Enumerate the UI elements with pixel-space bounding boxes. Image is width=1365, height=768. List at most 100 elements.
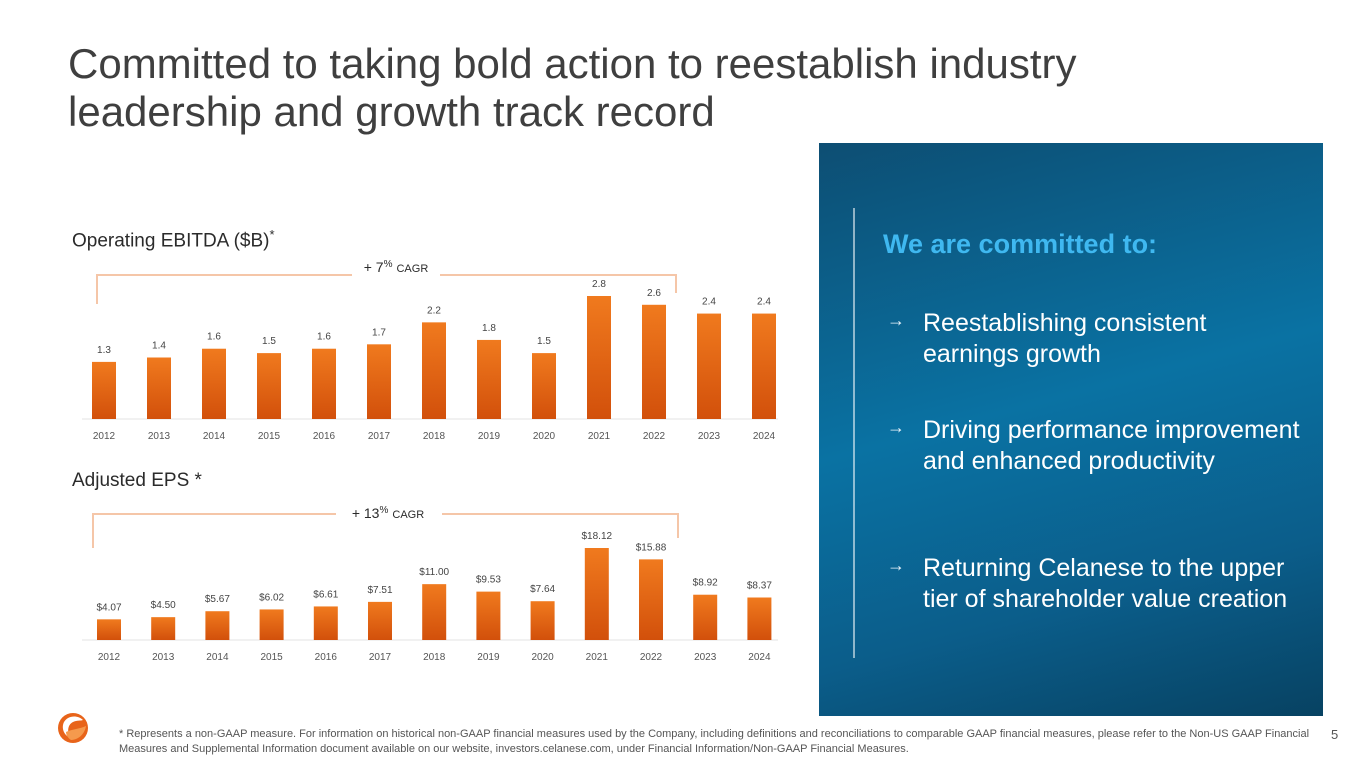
eps-tick-label-2015: 2015 xyxy=(260,652,283,663)
eps-tick-label-2023: 2023 xyxy=(694,652,717,663)
ebitda-bar-2022 xyxy=(642,304,666,419)
eps-tick-label-2012: 2012 xyxy=(98,652,121,663)
commitments-heading: We are committed to: xyxy=(883,229,1158,259)
eps-bar-2017 xyxy=(368,601,392,640)
arrow-right-icon: → xyxy=(887,417,905,437)
arrow-right-icon: → xyxy=(887,310,905,330)
eps-tick-label-2018: 2018 xyxy=(423,652,446,663)
eps-value-label-2016: $6.61 xyxy=(313,589,338,600)
ebitda-tick-label-2021: 2021 xyxy=(588,431,611,442)
page-title-line-2: leadership and growth track record xyxy=(68,88,715,135)
footnote: * Represents a non-GAAP measure. For inf… xyxy=(119,728,1310,755)
ebitda-value-label-2019: 1.8 xyxy=(482,323,496,334)
ebitda-cagr-suffix: CAGR xyxy=(396,263,428,275)
ebitda-value-label-2012: 1.3 xyxy=(97,345,111,356)
eps-bar-2023 xyxy=(693,594,718,640)
ebitda-value-label-2018: 2.2 xyxy=(427,305,441,316)
eps-value-label-2020: $7.64 xyxy=(530,584,555,595)
ebitda-bar-2017 xyxy=(367,344,391,419)
eps-bar-chart: + 13% CAGR $4.07 $4.50 $5.67 $6.02 $6.61 $7.51… xyxy=(82,505,778,663)
ebitda-tick-label-2012: 2012 xyxy=(93,431,116,442)
ebitda-value-label-2014: 1.6 xyxy=(207,332,221,343)
ebitda-tick-label-2020: 2020 xyxy=(533,431,556,442)
eps-bar-2018 xyxy=(422,584,447,640)
ebitda-chart-title-text: Operating EBITDA ($B) xyxy=(72,230,270,252)
ebitda-bar-chart: + 7% CAGR 1.3 1.4 1.6 1.5 1.6 1.7 2.2 1.8 1.5 2.8 2… xyxy=(82,259,778,442)
eps-cagr-bracket xyxy=(92,513,679,548)
arrow-right-icon: → xyxy=(887,555,905,575)
eps-value-label-2022: $15.88 xyxy=(636,542,667,553)
eps-tick-label-2019: 2019 xyxy=(477,652,500,663)
eps-value-label-2012: $4.07 xyxy=(96,602,121,613)
page-title-line-1: Committed to taking bold action to reest… xyxy=(68,40,1077,87)
eps-bar-2016 xyxy=(313,606,338,640)
eps-cagr-value: + 13 xyxy=(352,505,380,521)
eps-bar-2021 xyxy=(584,548,609,640)
eps-tick-label-2016: 2016 xyxy=(315,652,338,663)
panel-divider xyxy=(853,208,855,658)
commitment-text-1: Reestablishing consistent earnings growt… xyxy=(923,309,1207,368)
ebitda-tick-label-2017: 2017 xyxy=(368,431,391,442)
ebitda-tick-label-2024: 2024 xyxy=(753,431,776,442)
eps-chart-title: Adjusted EPS * xyxy=(72,470,202,491)
ebitda-bar-2015 xyxy=(257,353,281,419)
ebitda-tick-label-2018: 2018 xyxy=(423,431,446,442)
ebitda-value-label-2016: 1.6 xyxy=(317,332,331,343)
ebitda-bar-2013 xyxy=(147,357,171,419)
ebitda-chart-title: Operating EBITDA ($B)* xyxy=(72,227,275,252)
eps-value-label-2021: $18.12 xyxy=(582,531,613,542)
eps-bar-2020 xyxy=(530,601,555,640)
ebitda-non-gaap-mark: * xyxy=(269,227,275,242)
eps-cagr-suffix: CAGR xyxy=(392,509,424,521)
ebitda-tick-label-2016: 2016 xyxy=(313,431,336,442)
eps-bar-2014 xyxy=(205,611,230,640)
eps-value-label-2014: $5.67 xyxy=(205,594,230,605)
ebitda-bar-2021 xyxy=(587,296,611,419)
page-number: 5 xyxy=(1331,727,1339,742)
eps-tick-label-2021: 2021 xyxy=(586,652,609,663)
ebitda-bar-2014 xyxy=(202,348,226,419)
ebitda-bar-2023 xyxy=(697,313,721,419)
ebitda-cagr-bracket xyxy=(96,274,677,304)
ebitda-value-label-2020: 1.5 xyxy=(537,336,551,347)
commitment-text-2: Driving performance improvement and enha… xyxy=(923,416,1300,475)
ebitda-value-label-2021: 2.8 xyxy=(592,279,606,290)
eps-bar-2022 xyxy=(639,559,663,640)
ebitda-bar-2024 xyxy=(752,313,776,419)
eps-cagr-percent: % xyxy=(379,505,388,516)
ebitda-tick-label-2013: 2013 xyxy=(148,431,171,442)
ebitda-bar-2016 xyxy=(312,348,336,419)
eps-bar-2015 xyxy=(259,609,284,640)
eps-cagr-label: + 13% CAGR xyxy=(352,505,424,521)
ebitda-tick-label-2015: 2015 xyxy=(258,431,281,442)
ebitda-tick-label-2014: 2014 xyxy=(203,431,226,442)
eps-value-label-2019: $9.53 xyxy=(476,575,501,586)
commitments-panel: We are committed to: → Reestablishing co… xyxy=(819,143,1323,716)
page-title: Committed to taking bold action to reest… xyxy=(68,40,1218,136)
ebitda-value-label-2017: 1.7 xyxy=(372,327,386,338)
ebitda-tick-label-2019: 2019 xyxy=(478,431,501,442)
eps-value-label-2013: $4.50 xyxy=(151,600,176,611)
ebitda-value-label-2015: 1.5 xyxy=(262,336,276,347)
ebitda-cagr-percent: % xyxy=(384,259,393,270)
ebitda-value-label-2023: 2.4 xyxy=(702,297,716,308)
ebitda-bar-2020 xyxy=(532,353,556,419)
eps-bar-2024 xyxy=(747,597,772,640)
commitment-text-3: Returning Celanese to the upper tier of … xyxy=(923,554,1288,613)
ebitda-bar-2018 xyxy=(422,322,446,419)
ebitda-value-label-2024: 2.4 xyxy=(757,297,771,308)
ebitda-bar-2019 xyxy=(477,339,501,419)
eps-bar-2012 xyxy=(97,619,121,640)
eps-tick-label-2013: 2013 xyxy=(152,652,175,663)
eps-value-label-2017: $7.51 xyxy=(367,585,392,596)
ebitda-bar-2012 xyxy=(92,361,116,419)
eps-value-label-2024: $8.37 xyxy=(747,581,772,592)
eps-value-label-2018: $11.00 xyxy=(419,567,449,578)
ebitda-value-label-2013: 1.4 xyxy=(152,341,166,352)
ebitda-value-label-2022: 2.6 xyxy=(647,288,661,299)
eps-tick-label-2024: 2024 xyxy=(748,652,771,663)
eps-value-label-2015: $6.02 xyxy=(259,592,284,603)
eps-tick-label-2020: 2020 xyxy=(531,652,554,663)
ebitda-tick-label-2022: 2022 xyxy=(643,431,666,442)
eps-bar-2019 xyxy=(476,591,501,640)
